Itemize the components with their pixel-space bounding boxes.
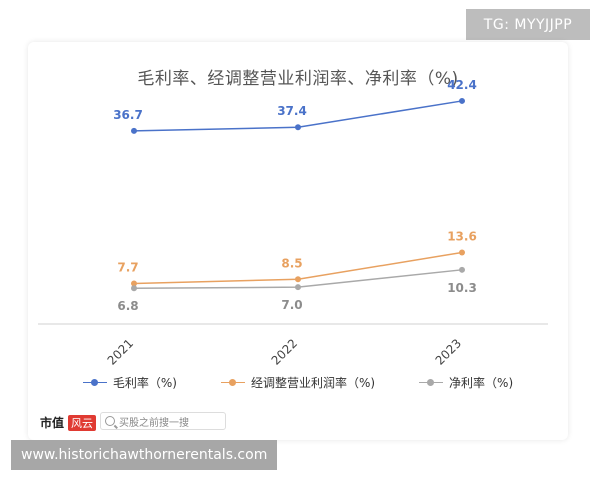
legend-label: 经调整营业利润率（%) <box>250 376 376 390</box>
brand-logo[interactable]: 市值 风云 <box>40 414 97 431</box>
x-tick-label: 2022 <box>269 336 300 367</box>
data-label: 7.7 <box>117 260 138 274</box>
logo-flag: 风云 <box>68 414 97 431</box>
legend-item-gross-margin: 毛利率（%) <box>82 374 177 391</box>
data-point <box>295 124 301 131</box>
x-tick-label: 2021 <box>105 336 136 367</box>
data-point <box>459 97 465 104</box>
logo-text: 市值 <box>40 416 65 430</box>
data-label: 6.8 <box>117 299 138 313</box>
site-watermark: www.historichawthornerentals.com <box>11 440 278 470</box>
data-point <box>295 276 301 283</box>
legend-label: 毛利率（%) <box>112 376 177 390</box>
legend-marker <box>82 378 107 388</box>
data-label: 7.0 <box>281 298 302 312</box>
legend-marker <box>419 378 444 388</box>
data-label: 8.5 <box>281 256 302 270</box>
data-label: 10.3 <box>447 281 477 295</box>
data-point <box>459 249 465 256</box>
legend-item-adjusted-operating-margin: 经调整营业利润率（%) <box>220 374 376 391</box>
data-label: 37.4 <box>277 104 307 118</box>
search-placeholder: 买股之前搜一搜 <box>119 417 189 429</box>
line-chart: 2021 2022 2023 36.7 37.4 42.4 7.7 8.5 13.6 6.8 7.0… <box>38 78 548 368</box>
data-label: 36.7 <box>113 108 143 122</box>
legend-marker <box>220 378 245 388</box>
data-point <box>131 285 137 292</box>
tg-badge: TG: MYYJJPP <box>466 9 590 40</box>
data-point <box>459 266 465 273</box>
chart-title: 毛利率、经调整营业利润率、净利率（%) <box>137 69 459 89</box>
legend-label: 净利率（%) <box>449 376 514 390</box>
search-input[interactable]: 买股之前搜一搜 <box>100 412 226 430</box>
data-point <box>131 280 137 287</box>
x-tick-label: 2023 <box>433 336 464 367</box>
data-label: 13.6 <box>447 229 477 243</box>
data-label: 42.4 <box>447 78 477 92</box>
data-point <box>131 127 137 134</box>
legend-item-net-margin: 净利率（%) <box>419 374 513 391</box>
chart-legend: 毛利率（%) 经调整营业利润率（%) 净利率（%) <box>28 374 568 391</box>
chart-card: 毛利率、经调整营业利润率、净利率（%) 2021 2022 2023 36.7 37.4… <box>28 42 568 440</box>
data-point <box>295 284 301 291</box>
search-icon <box>105 416 115 426</box>
